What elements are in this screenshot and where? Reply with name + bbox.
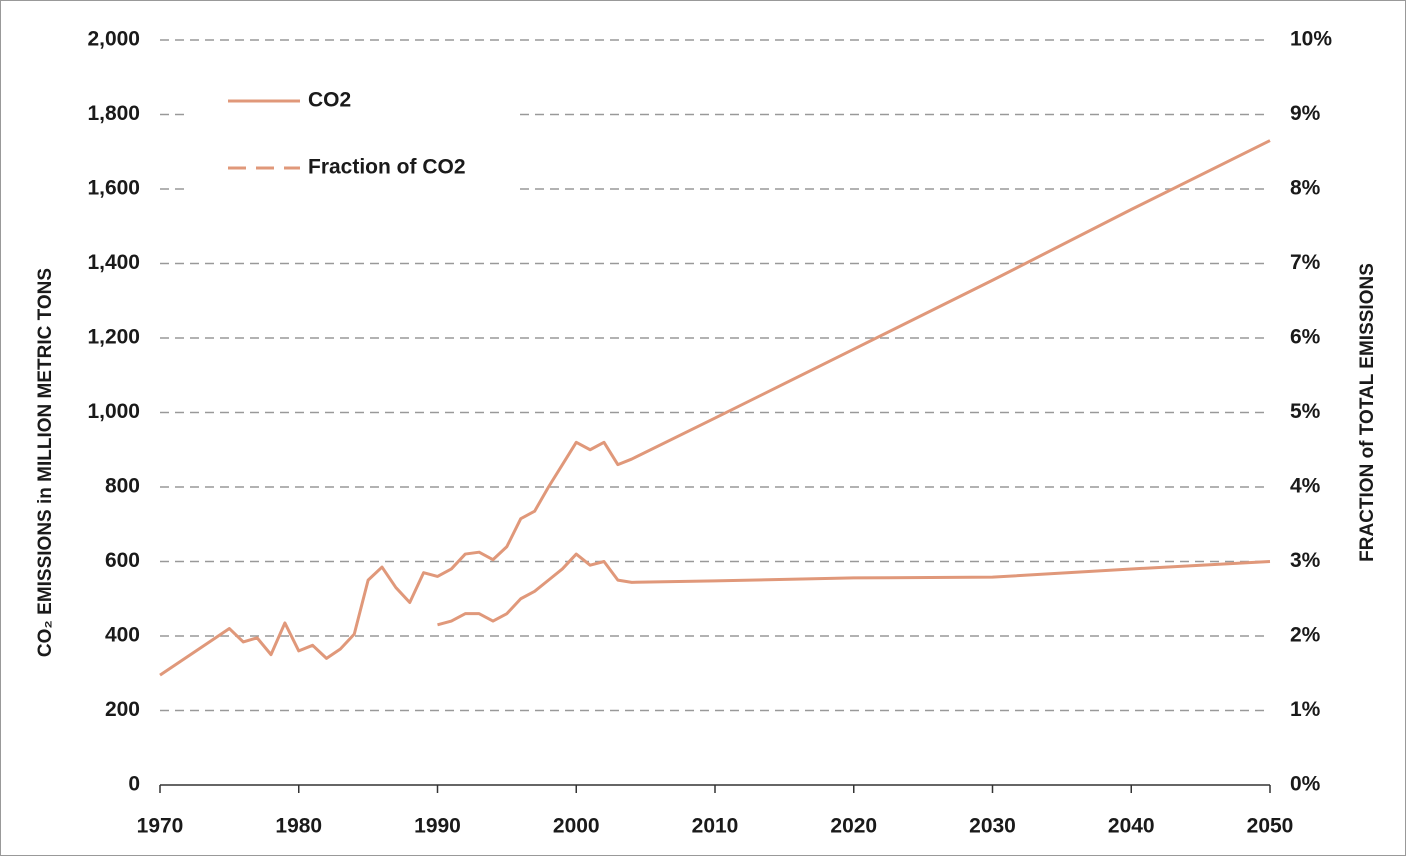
legend-label: Fraction of CO2 [308,156,466,179]
y-axis-label: CO₂ EMISSIONS in MILLION METRIC TONS [35,268,56,657]
y2-tick-label: 9% [1290,102,1321,125]
y-tick-label: 1,600 [87,177,140,200]
y-tick-label: 1,000 [87,400,140,423]
y-tick-label: 0 [128,773,140,796]
y-tick-label: 800 [105,475,140,498]
y2-tick-label: 5% [1290,400,1321,423]
y-tick-label: 1,800 [87,102,140,125]
y-tick-label: 600 [105,549,140,572]
y-tick-label: 1,200 [87,326,140,349]
data-line [159,139,1271,677]
y2-axis-label: FRACTION of TOTAL EMISSIONS [1357,263,1378,562]
x-tick-label: 2030 [969,815,1016,838]
data-line [437,552,1271,627]
y2-tick-label: 7% [1290,251,1321,274]
x-tick-label: 1980 [275,815,322,838]
y-tick-label: 200 [105,698,140,721]
x-tick-label: 2050 [1247,815,1294,838]
y2-tick-label: 8% [1290,177,1321,200]
y2-tick-label: 3% [1290,549,1321,572]
y-tick-label: 2,000 [87,28,140,51]
x-tick-label: 1990 [414,815,461,838]
x-tick-label: 2040 [1108,815,1155,838]
y-tick-label: 400 [105,624,140,647]
y2-tick-label: 2% [1290,624,1321,647]
y2-tick-label: 4% [1290,475,1321,498]
y2-tick-label: 6% [1290,326,1321,349]
y2-tick-label: 1% [1290,698,1321,721]
y2-tick-label: 10% [1290,28,1332,51]
x-tick-label: 2010 [692,815,739,838]
legend-background [185,78,520,208]
y-tick-label: 1,400 [87,251,140,274]
x-tick-label: 1970 [137,815,184,838]
x-tick-label: 2020 [830,815,877,838]
legend-label: CO2 [308,89,351,112]
y2-tick-label: 0% [1290,773,1321,796]
x-tick-label: 2000 [553,815,600,838]
